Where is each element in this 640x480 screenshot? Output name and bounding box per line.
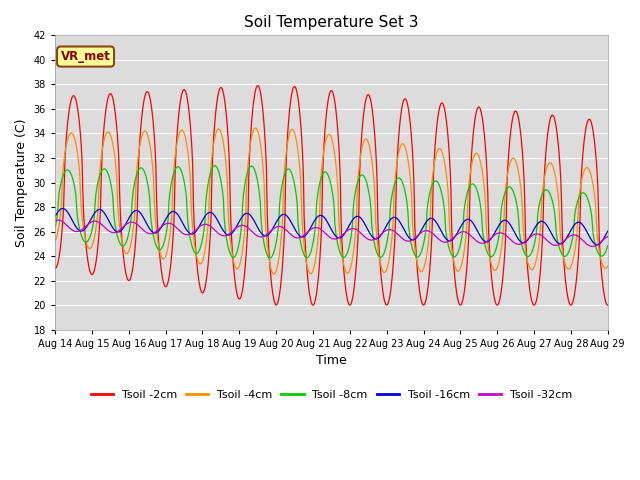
Line: Tsoil -4cm: Tsoil -4cm <box>55 128 608 274</box>
Tsoil -16cm <box>51 214 59 219</box>
Tsoil -4cm <box>417 268 424 274</box>
Tsoil -2cm <box>399 98 407 104</box>
Tsoil -8cm <box>118 243 126 249</box>
Tsoil -32cm <box>589 244 596 250</box>
Tsoil -4cm <box>51 239 59 244</box>
X-axis label: Time: Time <box>316 354 347 367</box>
Tsoil -16cm <box>62 207 70 213</box>
Legend: Tsoil -2cm, Tsoil -4cm, Tsoil -8cm, Tsoil -16cm, Tsoil -32cm: Tsoil -2cm, Tsoil -4cm, Tsoil -8cm, Tsoi… <box>86 385 577 404</box>
Tsoil -8cm <box>400 184 408 190</box>
Tsoil -2cm <box>204 270 211 276</box>
Line: Tsoil -8cm: Tsoil -8cm <box>55 166 608 258</box>
Title: Soil Temperature Set 3: Soil Temperature Set 3 <box>244 15 419 30</box>
Tsoil -16cm <box>204 210 212 216</box>
Tsoil -8cm <box>174 164 182 169</box>
Tsoil -8cm <box>417 252 424 257</box>
Tsoil -4cm <box>174 135 182 141</box>
Tsoil -2cm <box>61 154 69 160</box>
Tsoil -4cm <box>270 271 278 277</box>
Tsoil -4cm <box>604 263 612 269</box>
Tsoil -32cm <box>399 236 407 242</box>
Tsoil -32cm <box>51 218 59 224</box>
Line: Tsoil -32cm: Tsoil -32cm <box>55 220 608 247</box>
Tsoil -32cm <box>604 234 612 240</box>
Tsoil -2cm <box>118 237 126 243</box>
Tsoil -16cm <box>59 205 67 211</box>
Tsoil -16cm <box>175 213 182 219</box>
Tsoil -32cm <box>54 217 62 223</box>
Tsoil -4cm <box>252 125 260 131</box>
Tsoil -32cm <box>119 225 127 230</box>
Tsoil -2cm <box>415 287 423 293</box>
Tsoil -8cm <box>211 163 219 168</box>
Tsoil -8cm <box>61 168 69 174</box>
Tsoil -8cm <box>51 224 59 230</box>
Tsoil -8cm <box>266 255 274 261</box>
Tsoil -2cm <box>51 265 59 271</box>
Tsoil -2cm <box>254 83 262 88</box>
Tsoil -16cm <box>593 242 601 248</box>
Text: VR_met: VR_met <box>61 50 111 63</box>
Tsoil -8cm <box>204 186 211 192</box>
Tsoil -4cm <box>400 142 408 148</box>
Tsoil -2cm <box>174 119 182 125</box>
Tsoil -32cm <box>175 227 182 233</box>
Line: Tsoil -2cm: Tsoil -2cm <box>55 85 608 305</box>
Tsoil -4cm <box>118 240 126 245</box>
Tsoil -4cm <box>61 149 69 155</box>
Tsoil -16cm <box>119 226 127 232</box>
Tsoil -32cm <box>204 222 212 228</box>
Tsoil -2cm <box>604 302 612 308</box>
Line: Tsoil -16cm: Tsoil -16cm <box>55 208 608 245</box>
Y-axis label: Soil Temperature (C): Soil Temperature (C) <box>15 118 28 247</box>
Tsoil -16cm <box>604 228 612 234</box>
Tsoil -4cm <box>204 230 211 236</box>
Tsoil -32cm <box>415 231 423 237</box>
Tsoil -8cm <box>604 243 612 249</box>
Tsoil -16cm <box>399 225 407 231</box>
Tsoil -16cm <box>415 231 423 237</box>
Tsoil -32cm <box>62 221 70 227</box>
